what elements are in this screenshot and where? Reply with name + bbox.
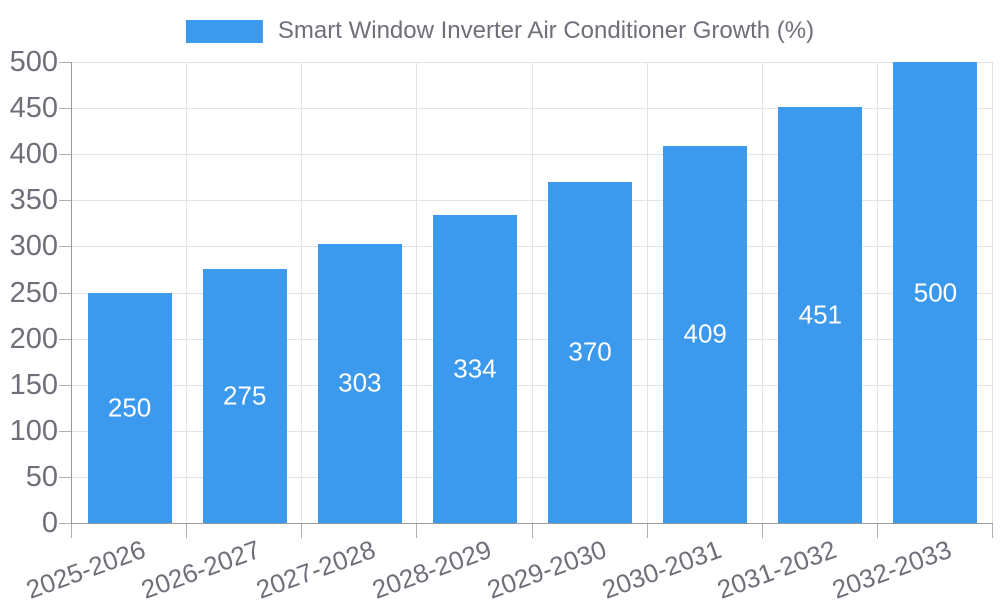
y-axis-label: 50 xyxy=(25,460,58,493)
gridline-horizontal xyxy=(72,384,993,386)
y-axis-label: 300 xyxy=(9,230,58,263)
x-axis-line xyxy=(71,523,993,524)
x-axis-label: 2031-2032 xyxy=(713,534,841,600)
y-axis-line xyxy=(71,62,72,523)
gridline-vertical xyxy=(761,62,763,523)
gridline-vertical xyxy=(531,62,533,523)
bar-value-label: 303 xyxy=(338,367,382,398)
gridline-vertical xyxy=(301,62,303,523)
bar-2028-2029[interactable]: 334 xyxy=(432,215,517,523)
y-axis-label: 400 xyxy=(9,138,58,171)
y-axis-tick xyxy=(59,108,71,110)
x-axis-label: 2028-2029 xyxy=(367,534,495,600)
gridline-horizontal xyxy=(72,246,993,248)
bar-2029-2030[interactable]: 370 xyxy=(548,181,633,523)
x-axis-label: 2026-2027 xyxy=(137,534,265,600)
x-axis-tick xyxy=(992,523,993,538)
bar-value-label: 451 xyxy=(798,299,842,330)
bar-value-label: 409 xyxy=(683,318,727,349)
y-axis-tick xyxy=(59,384,71,386)
y-axis-tick xyxy=(59,246,71,248)
y-axis-tick xyxy=(59,292,71,294)
x-axis-label: 2030-2031 xyxy=(598,534,726,600)
x-axis-label: 2027-2028 xyxy=(252,534,380,600)
gridline-horizontal xyxy=(72,62,993,63)
gridline-horizontal xyxy=(72,476,993,478)
gridline-horizontal xyxy=(72,292,993,294)
gridline-horizontal xyxy=(72,108,993,110)
y-axis-label: 500 xyxy=(9,46,58,78)
y-axis-tick xyxy=(59,62,71,63)
y-axis-tick xyxy=(59,200,71,202)
gridline-vertical xyxy=(876,62,878,523)
y-axis-tick xyxy=(59,338,71,340)
gridline-horizontal xyxy=(72,430,993,432)
x-axis-label: 2032-2033 xyxy=(828,534,956,600)
y-axis-tick xyxy=(59,430,71,432)
x-axis-label: 2029-2030 xyxy=(482,534,610,600)
legend-label: Smart Window Inverter Air Conditioner Gr… xyxy=(277,17,815,44)
plot-area: 0 50 100 150 200 250 300 350 400 450 500 250 275 303 3… xyxy=(10,47,993,600)
x-axis-tick xyxy=(416,523,418,538)
gridline-vertical xyxy=(992,62,993,523)
legend-swatch xyxy=(185,19,263,43)
x-axis-tick xyxy=(876,523,878,538)
y-axis-label: 350 xyxy=(9,184,58,217)
x-axis-tick xyxy=(761,523,763,538)
x-axis-tick xyxy=(301,523,303,538)
bar-2030-2031[interactable]: 409 xyxy=(663,145,748,523)
y-axis-label: 150 xyxy=(9,368,58,401)
gridline-vertical xyxy=(646,62,648,523)
x-axis-label: 2025-2026 xyxy=(22,534,150,600)
y-axis-label: 0 xyxy=(41,507,58,539)
bar-2031-2032[interactable]: 451 xyxy=(778,107,863,523)
bar-value-label: 334 xyxy=(453,353,497,384)
legend-item[interactable]: Smart Window Inverter Air Conditioner Gr… xyxy=(185,17,815,45)
gridline-horizontal xyxy=(72,338,993,340)
y-axis-tick xyxy=(59,154,71,156)
gridline-vertical xyxy=(416,62,418,523)
bar-value-label: 275 xyxy=(222,380,267,411)
bar-2025-2026[interactable]: 250 xyxy=(87,292,172,523)
y-axis-label: 100 xyxy=(9,414,58,447)
y-axis-label: 200 xyxy=(9,322,58,355)
y-axis-label: 450 xyxy=(9,92,58,125)
bar-2026-2027[interactable]: 275 xyxy=(202,269,287,523)
x-axis-tick xyxy=(646,523,648,538)
y-axis-label: 250 xyxy=(9,276,58,309)
x-axis-tick xyxy=(186,523,188,538)
bar-2032-2033[interactable]: 500 xyxy=(893,62,978,523)
x-axis-tick xyxy=(71,523,72,538)
y-axis-tick xyxy=(59,476,71,478)
gridline-horizontal xyxy=(72,154,993,156)
gridline-horizontal xyxy=(72,200,993,202)
bar-value-label: 250 xyxy=(107,392,152,423)
y-axis-tick xyxy=(59,523,71,524)
gridline-vertical xyxy=(186,62,188,523)
bar-value-label: 370 xyxy=(568,336,612,367)
bar-2027-2028[interactable]: 303 xyxy=(317,243,402,523)
x-axis-tick xyxy=(531,523,533,538)
bar-value-label: 500 xyxy=(913,277,958,307)
